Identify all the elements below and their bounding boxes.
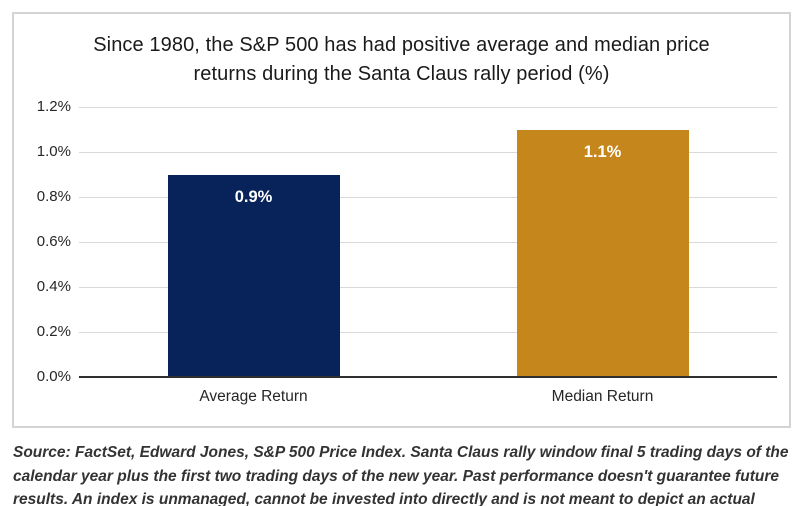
gridline	[79, 197, 777, 198]
gridline	[79, 242, 777, 243]
chart-card: Since 1980, the S&P 500 has had positive…	[12, 12, 791, 428]
gridline	[79, 287, 777, 288]
y-tick-label: 0.8%	[36, 188, 71, 205]
bar-value-label: 0.9%	[234, 187, 273, 206]
gridline	[79, 107, 777, 108]
source-note: Source: FactSet, Edward Jones, S&P 500 P…	[13, 444, 789, 506]
gridline	[79, 332, 777, 333]
y-tick-label: 0.0%	[36, 368, 71, 385]
bar-value-label: 1.1%	[583, 142, 622, 161]
y-tick-label: 0.6%	[36, 233, 71, 250]
y-tick-label: 0.2%	[36, 323, 71, 340]
bar-average-return: 0.9%	[167, 174, 340, 377]
y-tick-label: 1.0%	[36, 143, 71, 160]
x-category-label: Median Return	[551, 388, 654, 405]
x-category-label: Average Return	[199, 388, 308, 405]
y-tick-label: 0.4%	[36, 278, 71, 295]
chart-title: Since 1980, the S&P 500 has had positive…	[93, 34, 710, 85]
plot-area: 0.0% 0.2% 0.4% 0.6% 0.8% 1.0% 1.2% 0.9% 1.1% Av…	[37, 98, 777, 405]
gridline	[79, 152, 777, 153]
x-axis-line	[79, 376, 777, 378]
bar-median-return: 1.1%	[516, 129, 689, 377]
y-tick-label: 1.2%	[36, 98, 71, 115]
